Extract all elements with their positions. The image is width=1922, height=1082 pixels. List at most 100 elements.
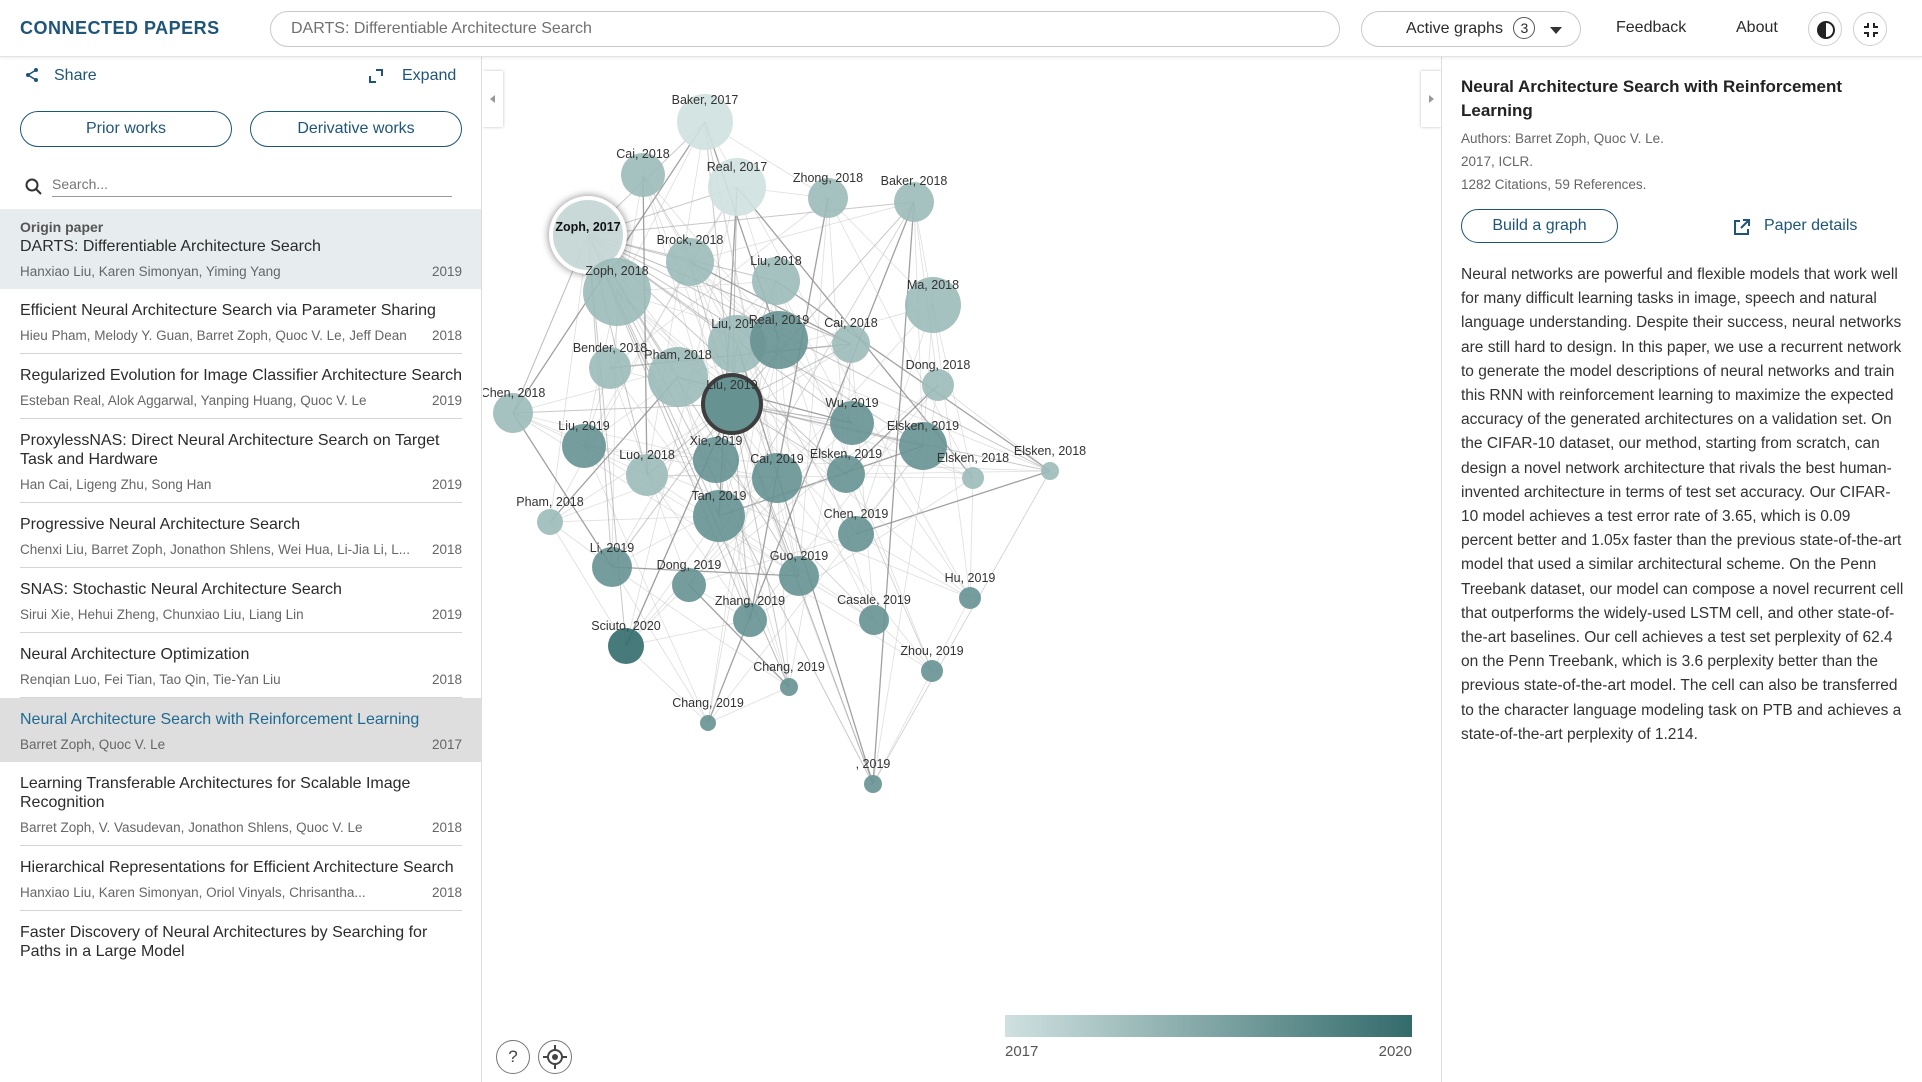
graph-node[interactable]: Dong, 2019 bbox=[657, 558, 722, 602]
graph-node[interactable]: Liu, 2018 bbox=[750, 254, 802, 305]
graph-node[interactable]: Liu, 2018 bbox=[708, 315, 766, 373]
paper-node[interactable] bbox=[808, 178, 848, 218]
about-link[interactable]: About bbox=[1736, 19, 1778, 36]
paper-node[interactable] bbox=[750, 311, 808, 369]
graph-node[interactable]: Baker, 2018 bbox=[881, 174, 948, 222]
graph-node[interactable]: Chang, 2019 bbox=[753, 660, 825, 696]
paper-search-input[interactable]: DARTS: Differentiable Architecture Searc… bbox=[270, 11, 1340, 47]
origin-paper-node[interactable] bbox=[701, 373, 763, 435]
paper-node[interactable] bbox=[832, 325, 870, 363]
help-button[interactable]: ? bbox=[496, 1040, 530, 1074]
graph-node[interactable]: Brock, 2018 bbox=[657, 233, 724, 286]
list-item[interactable]: ProxylessNAS: Direct Neural Architecture… bbox=[0, 419, 481, 503]
list-item[interactable]: Learning Transferable Architectures for … bbox=[0, 762, 481, 846]
graph-node[interactable]: Chen, 2018 bbox=[483, 386, 545, 433]
paper-node[interactable] bbox=[827, 455, 865, 493]
paper-node[interactable] bbox=[537, 509, 563, 535]
list-item[interactable]: Faster Discovery of Neural Architectures… bbox=[0, 911, 481, 971]
paper-node[interactable] bbox=[894, 182, 934, 222]
graph-node[interactable]: , 2019 bbox=[856, 757, 891, 793]
paper-node[interactable] bbox=[493, 393, 533, 433]
graph-node[interactable]: Luo, 2018 bbox=[619, 448, 675, 496]
graph-node[interactable]: Casale, 2019 bbox=[837, 593, 911, 635]
paper-node[interactable] bbox=[677, 94, 733, 150]
graph-canvas[interactable]: Baker, 2017 Cai, 2018 Real, 2017 Zhong, 201… bbox=[483, 57, 1441, 1082]
graph-node[interactable]: Zhang, 2019 bbox=[715, 594, 785, 637]
paper-node[interactable] bbox=[752, 453, 802, 503]
feedback-link[interactable]: Feedback bbox=[1616, 19, 1687, 36]
paper-node[interactable] bbox=[921, 660, 943, 682]
paper-node[interactable] bbox=[752, 257, 800, 305]
graph-node[interactable]: Dong, 2018 bbox=[906, 358, 971, 401]
paper-node[interactable] bbox=[779, 556, 819, 596]
graph-node[interactable]: Liu, 2019 bbox=[558, 419, 610, 468]
graph-node[interactable]: Zhong, 2018 bbox=[793, 171, 863, 218]
list-item[interactable]: Progressive Neural Architecture Search C… bbox=[0, 503, 481, 568]
prior-works-button[interactable]: Prior works bbox=[20, 111, 232, 147]
paper-node[interactable] bbox=[962, 467, 984, 489]
graph-node[interactable]: Cai, 2019 bbox=[750, 452, 804, 503]
list-item[interactable]: Efficient Neural Architecture Search via… bbox=[0, 289, 481, 354]
paper-node[interactable] bbox=[708, 158, 766, 216]
graph-node[interactable]: Zhou, 2019 bbox=[900, 644, 964, 682]
graph-nodes[interactable]: Baker, 2017 Cai, 2018 Real, 2017 Zhong, 201… bbox=[483, 93, 1086, 793]
graph-node[interactable]: Chen, 2019 bbox=[824, 507, 889, 552]
graph-node[interactable]: Guo, 2019 bbox=[770, 549, 828, 596]
paper-node[interactable] bbox=[700, 715, 716, 731]
citation-graph[interactable]: Baker, 2017 Cai, 2018 Real, 2017 Zhong, 201… bbox=[483, 57, 1441, 997]
paper-node[interactable] bbox=[922, 369, 954, 401]
list-item-origin[interactable]: Origin paper DARTS: Differentiable Archi… bbox=[0, 209, 481, 289]
paper-node[interactable] bbox=[780, 678, 798, 696]
graph-node[interactable]: Pham, 2018 bbox=[516, 495, 584, 535]
paper-node[interactable] bbox=[859, 605, 889, 635]
paper-node[interactable] bbox=[626, 454, 668, 496]
active-graphs-dropdown[interactable]: Active graphs 3 bbox=[1361, 11, 1581, 47]
paper-node[interactable] bbox=[708, 315, 766, 373]
graph-node[interactable]: Zoph, 2017 bbox=[549, 196, 627, 274]
graph-node[interactable]: Elsken, 2018 bbox=[1014, 444, 1086, 480]
graph-node[interactable]: Baker, 2017 bbox=[672, 93, 739, 150]
list-item[interactable]: Regularized Evolution for Image Classifi… bbox=[0, 354, 481, 419]
graph-node[interactable]: Cai, 2018 bbox=[824, 316, 878, 363]
graph-node[interactable]: Elsken, 2019 bbox=[887, 419, 959, 470]
graph-node[interactable]: Elsken, 2019 bbox=[810, 447, 882, 493]
graph-node[interactable]: Sciuto, 2020 bbox=[591, 619, 661, 664]
build-graph-button[interactable]: Build a graph bbox=[1461, 209, 1618, 243]
graph-node[interactable]: Tan, 2019 bbox=[692, 489, 747, 542]
paper-node[interactable] bbox=[583, 258, 651, 326]
graph-node[interactable]: Ma, 2018 bbox=[905, 277, 961, 333]
collapse-left-panel-tab[interactable] bbox=[483, 71, 503, 127]
graph-node[interactable]: Cai, 2018 bbox=[616, 147, 670, 197]
graph-node[interactable]: Real, 2017 bbox=[707, 158, 768, 216]
paper-node[interactable] bbox=[672, 568, 706, 602]
graph-node[interactable]: Li, 2019 bbox=[590, 541, 635, 587]
expand-button[interactable]: Expand bbox=[368, 67, 456, 85]
recenter-button[interactable] bbox=[538, 1040, 572, 1074]
paper-node[interactable] bbox=[592, 547, 632, 587]
app-logo[interactable]: CONNECTED PAPERS bbox=[20, 18, 220, 38]
collapse-button[interactable] bbox=[1853, 12, 1887, 46]
paper-node[interactable] bbox=[693, 490, 745, 542]
graph-node[interactable]: Wu, 2019 bbox=[825, 396, 879, 445]
theme-toggle-button[interactable] bbox=[1808, 12, 1842, 46]
paper-node[interactable] bbox=[1041, 462, 1059, 480]
list-item[interactable]: Hierarchical Representations for Efficie… bbox=[0, 846, 481, 911]
list-item[interactable]: SNAS: Stochastic Neural Architecture Sea… bbox=[0, 568, 481, 633]
paper-node[interactable] bbox=[562, 424, 606, 468]
graph-node[interactable]: Elsken, 2018 bbox=[937, 451, 1009, 489]
paper-node[interactable] bbox=[589, 347, 631, 389]
graph-node[interactable]: Pham, 2018 bbox=[644, 347, 712, 407]
paper-details-link[interactable]: Paper details bbox=[1732, 217, 1857, 235]
paper-node[interactable] bbox=[838, 516, 874, 552]
graph-node[interactable]: Chang, 2019 bbox=[672, 696, 744, 731]
graph-node[interactable]: Zoph, 2018 bbox=[583, 258, 651, 326]
paper-node[interactable] bbox=[621, 153, 665, 197]
paper-node[interactable] bbox=[648, 347, 708, 407]
graph-node[interactable]: Bender, 2018 bbox=[573, 341, 647, 389]
paper-node[interactable] bbox=[666, 238, 714, 286]
graph-node[interactable]: Xie, 2019 bbox=[690, 434, 743, 483]
collapse-right-panel-tab[interactable] bbox=[1421, 71, 1441, 127]
paper-node[interactable] bbox=[905, 277, 961, 333]
selected-paper-node[interactable] bbox=[549, 196, 627, 274]
paper-node[interactable] bbox=[959, 587, 981, 609]
